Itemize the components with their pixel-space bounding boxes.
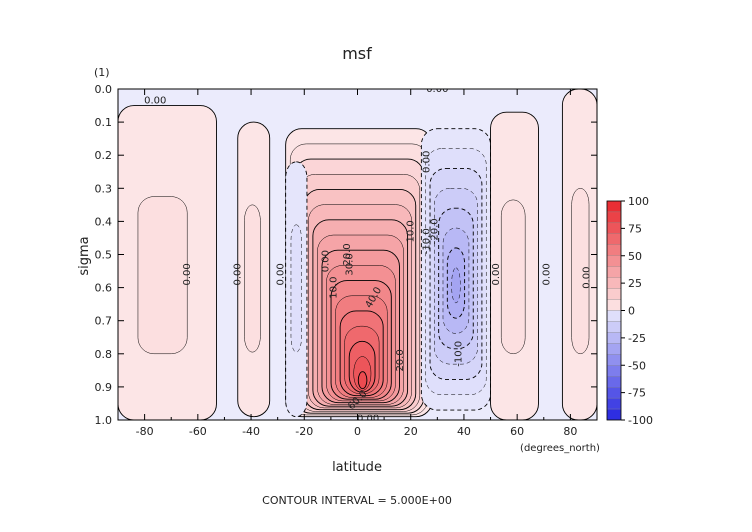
contour-label: 0.00 [491,263,502,285]
circulation-cell [237,121,271,418]
y-tick-label: 0.3 [95,182,113,195]
colorbar-tick-label: 100 [628,195,649,208]
colorbar-band [606,343,622,355]
contour-label: -20.0 [430,218,441,244]
colorbar-tick-label: 50 [628,250,642,263]
colorbar-tick-label: -100 [628,414,653,427]
contour-label: 0.00 [541,263,552,285]
contour-label: 0.00 [321,250,332,272]
colorbar-band [606,288,622,300]
contour-label: 0.00 [233,263,244,285]
x-tick-label: 80 [563,425,577,438]
colorbar-tick-label: -50 [628,359,646,372]
y-tick-label: 0.5 [95,249,113,262]
contour-label: 0.00 [426,84,448,95]
contour-label: 10.0 [329,276,340,298]
y-tick-label: 0.4 [95,215,113,228]
colorbar-tick-label: 0 [628,305,635,318]
x-tick-label: 40 [457,425,471,438]
y-tick-label: 0.8 [95,348,113,361]
y-tick-label: 0.7 [95,315,113,328]
colorbar-band [606,397,622,410]
colorbar-band [606,365,622,377]
y-axis-label: sigma [77,236,92,275]
y-tick-label: 0.6 [95,282,113,295]
contour-label: 20.0 [395,349,406,371]
colorbar-tick-label: 25 [628,277,642,290]
colorbar-band [606,277,622,289]
colorbar-band [606,299,622,311]
contour-level [290,224,302,353]
x-tick-label: -40 [242,425,260,438]
units-label: (1) [94,66,110,79]
colorbar-band [606,376,622,388]
colorbar-band [606,222,622,234]
contour-label: 0.00 [422,151,433,173]
colorbar-tick-label: 75 [628,222,642,235]
colorbar-band [606,332,622,344]
circulation-cell [285,128,433,418]
contour-label: 0.00 [581,267,592,289]
circulation-cell [490,111,539,420]
colorbar-band [606,266,622,278]
colorbar-band [606,200,622,213]
colorbar-band [606,321,622,333]
contour-label: 0.00 [182,263,193,285]
circulation-cell [118,105,217,420]
colorbar-band [606,244,622,256]
x-tick-label: 60 [510,425,524,438]
y-tick-label: 0.9 [95,381,113,394]
contour-label: -10.0 [454,341,465,367]
contour-label: 0.00 [275,263,286,285]
contour-label: 20.0 [342,243,353,265]
x-tick-label: -20 [295,425,313,438]
contour-label: -10.0 [422,228,433,254]
circulation-cell [561,89,597,420]
x-tick-label: -60 [189,425,207,438]
contour-level [571,188,590,355]
x-axis-label: latitude [332,460,382,475]
contour-label: 10.0 [406,220,417,242]
colorbar-band [606,211,622,224]
x-tick-label: 20 [404,425,418,438]
contour-level [451,267,461,304]
contour-label: 30.0 [345,253,356,275]
contour-level [500,199,526,355]
colorbar-band [606,354,622,366]
x-tick-label: -80 [136,425,154,438]
colorbar-band [606,408,622,421]
contour-level [244,204,261,353]
colorbar-tick-label: -75 [628,387,646,400]
x-axis-units: (degrees_north) [520,443,600,454]
contour-label: 0.00 [357,413,379,424]
contour-level [137,196,188,355]
chart-title: msf [342,44,372,63]
contour-level [357,371,368,390]
y-tick-label: 0.0 [95,83,113,96]
y-tick-label: 0.2 [95,149,113,162]
x-tick-label: 0 [354,425,361,438]
circulation-cell [420,128,492,411]
colorbar-tick-label: -25 [628,332,646,345]
y-tick-label: 0.1 [95,116,113,129]
colorbar-band [606,386,622,399]
contour-interval-footer: CONTOUR INTERVAL = 5.000E+00 [262,494,452,507]
colorbar-band [606,255,622,267]
colorbar-band [606,233,622,245]
contour-label: 0.00 [144,96,166,107]
circulation-cell [285,161,308,418]
y-tick-label: 1.0 [95,414,113,427]
colorbar-band [606,310,622,322]
